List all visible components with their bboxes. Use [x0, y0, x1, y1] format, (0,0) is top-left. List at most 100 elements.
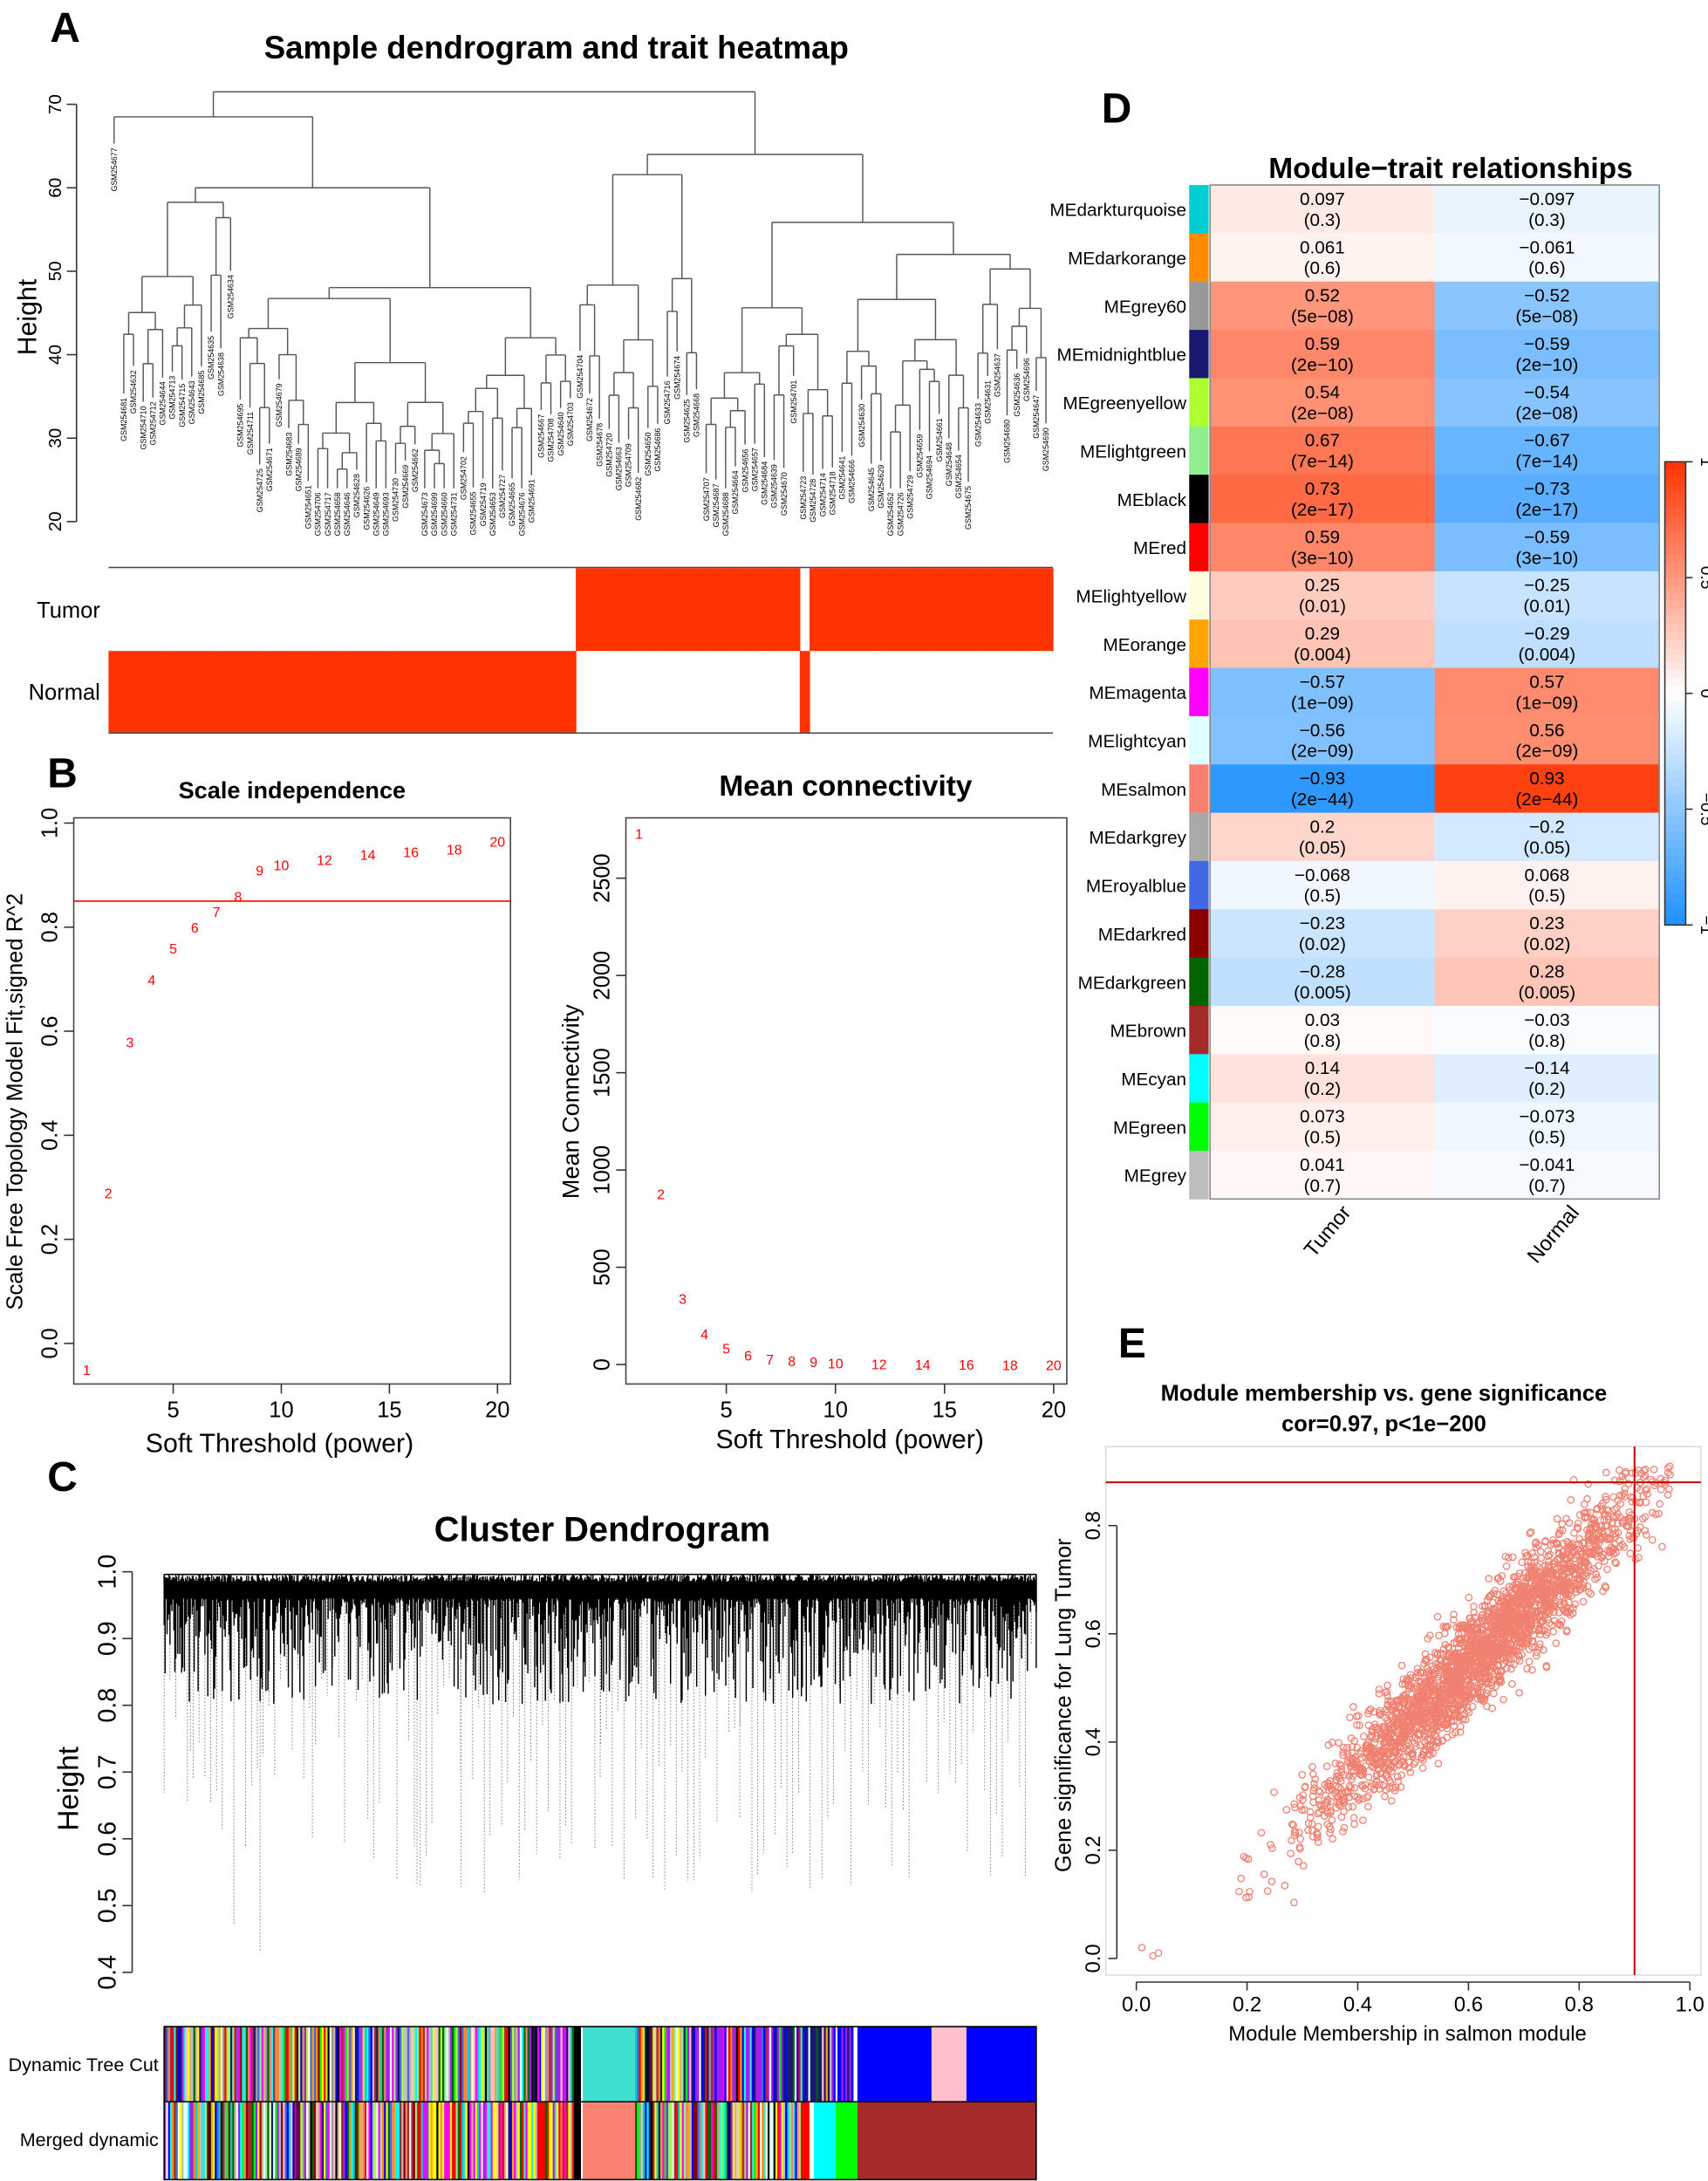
data-point	[1379, 1723, 1388, 1732]
sample-label: GSM254655	[469, 491, 478, 535]
y-tick-label: 0.0	[38, 1328, 62, 1358]
data-point	[1357, 1781, 1366, 1789]
dynamic-tree-cut-segment	[823, 2027, 827, 2102]
dynamic-tree-cut-segment	[407, 2027, 410, 2102]
dynamic-tree-cut-segment	[635, 2027, 638, 2102]
colorbar-step	[1664, 530, 1686, 540]
dynamic-tree-cut-segment	[827, 2027, 830, 2102]
module-color-swatch	[1189, 909, 1209, 959]
dynamic-tree-cut-segment	[469, 2027, 472, 2102]
data-point	[1457, 1722, 1465, 1731]
data-point-label: 7	[766, 1353, 774, 1368]
dynamic-tree-cut-segment	[966, 2027, 1036, 2102]
module-color-swatch	[1189, 475, 1209, 523]
merged-dynamic-segment	[697, 2102, 700, 2180]
dynamic-tree-cut-segment	[208, 2027, 212, 2102]
merged-dynamic-segment	[554, 2102, 557, 2180]
merged-dynamic-segment	[411, 2102, 414, 2180]
trait-cell-tumor	[819, 568, 830, 652]
sample-label: GSM254710	[139, 406, 147, 449]
merged-dynamic-segment	[700, 2102, 704, 2180]
chart-title-e: Module membership vs. gene significance	[1161, 1382, 1608, 1406]
data-point	[1508, 1553, 1517, 1562]
heatmap-cell	[1434, 571, 1660, 620]
trait-cell-normal	[546, 651, 557, 733]
dynamic-tree-cut-segment	[422, 2027, 426, 2102]
dynamic-tree-cut-segment	[452, 2027, 454, 2102]
dynamic-tree-cut-segment	[224, 2027, 228, 2102]
dynamic-tree-cut-segment	[794, 2027, 797, 2102]
dynamic-tree-cut-segment	[379, 2027, 383, 2102]
data-point	[1452, 1699, 1459, 1707]
merged-dynamic-segment	[777, 2102, 780, 2180]
data-point	[1446, 1708, 1454, 1717]
colorbar-step	[1664, 585, 1686, 594]
merged-dynamic-segment	[789, 2102, 792, 2180]
data-point	[1349, 1802, 1357, 1811]
data-point	[1470, 1664, 1479, 1672]
data-point	[1583, 1494, 1591, 1503]
merged-dynamic-segment	[564, 2102, 567, 2180]
dynamic-tree-cut-segment	[843, 2027, 846, 2102]
module-label: MEgrey60	[1104, 297, 1186, 317]
data-point	[1363, 1794, 1371, 1802]
trait-cell-tumor	[984, 568, 995, 652]
x-axis-label-e: Module Membership in salmon module	[1228, 2022, 1587, 2046]
merged-dynamic-segment	[689, 2102, 693, 2180]
heatmap-cell	[1210, 281, 1436, 331]
merged-dynamic-segment	[670, 2102, 673, 2180]
p-value: (2e−09)	[1291, 742, 1354, 762]
data-point	[1467, 1646, 1476, 1654]
merged-dynamic-segment	[535, 2102, 538, 2180]
sample-label: GSM254723	[799, 476, 808, 520]
data-point	[1556, 1563, 1565, 1571]
correlation-value: 0.041	[1300, 1155, 1345, 1175]
p-value: (0.5)	[1528, 1127, 1566, 1147]
dynamic-tree-cut-segment	[428, 2027, 432, 2102]
module-label: MElightcyan	[1088, 732, 1186, 752]
p-value: (5e−08)	[1291, 307, 1354, 327]
data-point	[1480, 1603, 1489, 1610]
merged-dynamic-segment	[662, 2102, 666, 2180]
data-point	[1344, 1753, 1353, 1761]
dynamic-tree-cut-segment	[562, 2027, 565, 2102]
x-tick-label: 10	[269, 1398, 293, 1423]
data-point	[1608, 1519, 1616, 1527]
merged-dynamic-segment	[560, 2102, 564, 2180]
data-point	[1373, 1750, 1382, 1759]
data-point	[1642, 1487, 1650, 1494]
data-point	[1665, 1462, 1674, 1470]
p-value: (0.01)	[1523, 597, 1570, 617]
colorbar-step	[1664, 801, 1686, 810]
trait-cell-tumor	[624, 568, 635, 652]
trait-cell-tumor	[761, 568, 771, 652]
data-point	[1509, 1573, 1518, 1581]
data-point	[1383, 1700, 1392, 1709]
data-point	[1440, 1705, 1448, 1713]
dynamic-tree-cut-segment	[432, 2027, 435, 2102]
merged-dynamic-segment	[263, 2102, 266, 2180]
dynamic-tree-cut-segment	[205, 2027, 208, 2102]
merged-dynamic-segment	[327, 2102, 331, 2180]
sample-label: GSM254669	[401, 465, 410, 509]
y-tick-label: 0.2	[38, 1224, 62, 1255]
data-point	[1383, 1687, 1391, 1696]
correlation-value: −0.061	[1519, 237, 1575, 257]
merged-dynamic-segment	[558, 2102, 561, 2180]
data-point	[1545, 1609, 1554, 1617]
dynamic-tree-cut-segment	[531, 2027, 534, 2102]
data-point	[1315, 1801, 1324, 1809]
p-value: (0.6)	[1304, 258, 1342, 278]
data-point	[1456, 1728, 1465, 1736]
dynamic-tree-cut-segment	[683, 2027, 687, 2102]
merged-dynamic-segment	[386, 2102, 389, 2180]
data-point	[1542, 1631, 1550, 1639]
correlation-value: 0.073	[1300, 1107, 1345, 1127]
dynamic-tree-cut-segment	[454, 2027, 456, 2102]
trait-cell-normal	[186, 651, 197, 733]
dynamic-tree-cut-segment	[522, 2027, 524, 2102]
merged-dynamic-segment	[522, 2102, 524, 2180]
data-point	[1368, 1728, 1377, 1736]
merged-dynamic-segment	[734, 2102, 737, 2180]
